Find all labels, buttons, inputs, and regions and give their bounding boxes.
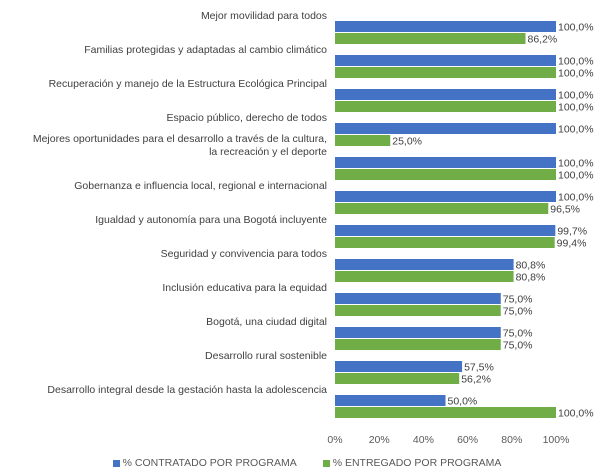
legend: % CONTRATADO POR PROGRAMA % ENTREGADO PO…	[0, 457, 614, 469]
data-label-entregado: 100,0%	[558, 68, 594, 80]
data-label-entregado: 75,0%	[503, 340, 533, 352]
x-tick-label: 20%	[369, 434, 390, 446]
legend-item-entregado: % ENTREGADO POR PROGRAMA	[322, 457, 502, 469]
category-label: Mejores oportunidades para el desarrollo…	[33, 133, 327, 158]
category-label: Mejor movilidad para todos	[201, 10, 327, 22]
bar-entregado	[335, 407, 556, 418]
legend-label-entregado: % ENTREGADO POR PROGRAMA	[332, 457, 502, 469]
data-label-entregado: 100,0%	[558, 408, 594, 420]
bar-entregado	[335, 373, 460, 384]
bar-contratado	[335, 89, 556, 100]
bar-contratado	[335, 157, 556, 168]
bar-entregado	[335, 271, 514, 282]
bar-contratado	[335, 191, 556, 202]
data-label-contratado: 99,7%	[557, 226, 587, 238]
category-label: Recuperación y manejo de la Estructura E…	[49, 78, 327, 90]
bar-contratado	[335, 327, 501, 338]
category-label: Bogotá, una ciudad digital	[206, 316, 327, 328]
data-label-contratado: 57,5%	[464, 362, 494, 374]
data-label-contratado: 80,8%	[516, 260, 546, 272]
legend-swatch-contratado	[112, 459, 120, 467]
legend-item-contratado: % CONTRATADO POR PROGRAMA	[112, 457, 297, 469]
bar-entregado	[335, 169, 556, 180]
category-label: Gobernanza e influencia local, regional …	[74, 180, 327, 192]
bar-entregado	[335, 135, 391, 146]
category-label: Espacio público, derecho de todos	[166, 112, 327, 124]
data-label-contratado: 75,0%	[503, 328, 533, 340]
bar-contratado	[335, 55, 556, 66]
bar-entregado	[335, 237, 555, 248]
bar-contratado	[335, 225, 556, 236]
bar-entregado	[335, 305, 501, 316]
data-label-contratado: 50,0%	[448, 396, 478, 408]
bar-contratado	[335, 293, 501, 304]
bar-contratado	[335, 395, 446, 406]
legend-label-contratado: % CONTRATADO POR PROGRAMA	[122, 457, 297, 469]
bar-entregado	[335, 339, 501, 350]
category-label: Desarrollo integral desde la gestación h…	[47, 384, 327, 396]
category-label: Desarrollo rural sostenible	[205, 350, 327, 362]
data-label-entregado: 25,0%	[392, 136, 422, 148]
legend-swatch-entregado	[322, 459, 330, 467]
bar-contratado	[335, 123, 556, 134]
category-label: Familias protegidas y adaptadas al cambi…	[84, 44, 327, 56]
data-label-contratado: 100,0%	[558, 192, 594, 204]
x-tick-label: 100%	[543, 434, 570, 446]
x-tick-label: 60%	[457, 434, 478, 446]
x-tick-label: 40%	[413, 434, 434, 446]
data-label-contratado: 100,0%	[558, 124, 594, 136]
bar-entregado	[335, 33, 526, 44]
data-label-entregado: 80,8%	[516, 272, 546, 284]
data-label-entregado: 56,2%	[461, 374, 491, 386]
data-label-entregado: 86,2%	[528, 34, 558, 46]
data-label-entregado: 100,0%	[558, 170, 594, 182]
bar-entregado	[335, 203, 549, 214]
x-tick-label: 0%	[327, 434, 342, 446]
category-label: Seguridad y convivencia para todos	[161, 248, 327, 260]
data-label-contratado: 100,0%	[558, 22, 594, 34]
bar-entregado	[335, 101, 556, 112]
bar-contratado	[335, 259, 514, 270]
bar-entregado	[335, 67, 556, 78]
x-tick-label: 80%	[501, 434, 522, 446]
category-label: Igualdad y autonomía para una Bogotá inc…	[95, 214, 327, 226]
data-label-entregado: 99,4%	[557, 238, 587, 250]
bar-contratado	[335, 361, 463, 372]
data-label-entregado: 96,5%	[550, 204, 580, 216]
bar-contratado	[335, 21, 556, 32]
data-label-entregado: 100,0%	[558, 102, 594, 114]
data-label-contratado: 100,0%	[558, 90, 594, 102]
data-label-entregado: 75,0%	[503, 306, 533, 318]
category-label: Inclusión educativa para la equidad	[162, 282, 327, 294]
data-label-contratado: 100,0%	[558, 158, 594, 170]
data-label-contratado: 100,0%	[558, 56, 594, 68]
data-label-contratado: 75,0%	[503, 294, 533, 306]
